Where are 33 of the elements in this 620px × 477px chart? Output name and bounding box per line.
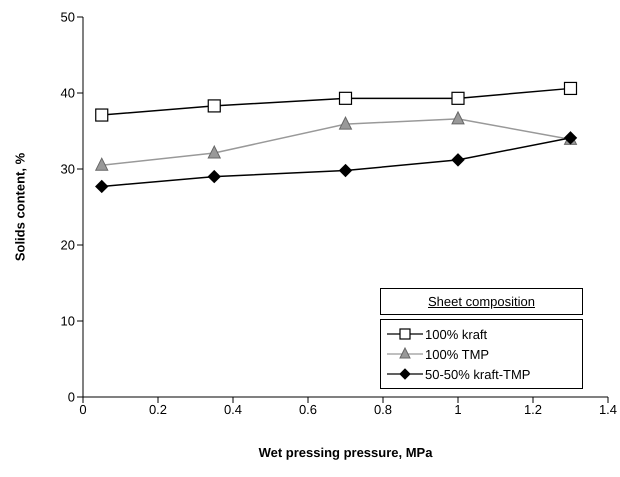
x-tick-label: 0.8 [374,402,392,418]
legend-label: 100% TMP [425,346,490,362]
point [339,164,352,178]
point [95,108,108,122]
x-tick-label: 1.2 [524,402,542,418]
point [95,180,108,193]
x-tick-label: 0 [79,402,87,418]
point [95,158,108,171]
x-tick-label: 1.4 [598,402,618,418]
y-tick-label: 20 [60,238,75,253]
x-tick-label: 1 [454,402,462,418]
point [339,116,352,130]
y-tick-label: 0 [68,390,75,405]
x-tick-label: 0.4 [224,402,242,418]
point [208,170,221,184]
legend-label: 50-50% kraft-TMP [425,366,530,382]
x-tick-label: 0.6 [298,402,318,418]
y-tick-label: 50 [60,10,75,25]
y-tick-label: 30 [60,162,75,177]
x-axis-title: Wet pressing pressure, MPa [258,445,434,460]
y-tick-label: 10 [60,314,75,329]
point [208,146,221,159]
point [451,92,465,105]
legend-title: Sheet composition [380,288,583,315]
y-tick-label: 40 [60,86,75,101]
x-tick-label: 0.2 [148,402,168,418]
point [564,82,578,96]
point [452,111,464,124]
legend-label: 100% kraft [425,326,488,342]
point [452,153,464,166]
point [338,92,352,105]
point [208,99,221,113]
y-axis-title: Solids content, % [12,152,28,262]
